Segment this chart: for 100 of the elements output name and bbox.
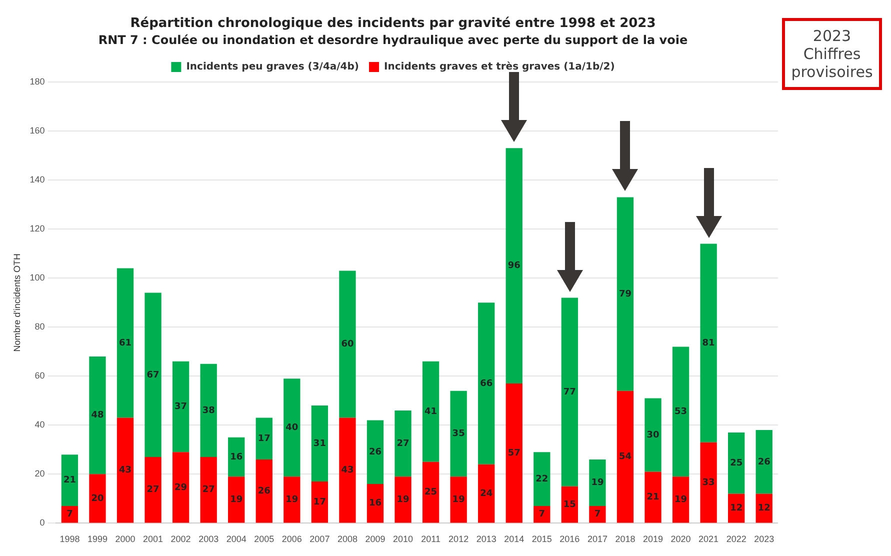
y-tick-label: 180 — [30, 76, 45, 86]
data-label: 35 — [452, 429, 465, 440]
data-label: 19 — [591, 478, 604, 488]
data-label: 19 — [230, 495, 243, 506]
data-label: 38 — [202, 406, 215, 416]
chart-subtitle: RNT 7 : Coulée ou inondation et desordre hydraulique avec perte du support de la voie — [98, 32, 688, 47]
data-label: 19 — [286, 495, 298, 506]
data-label: 57 — [508, 448, 520, 458]
y-tick-label: 80 — [34, 322, 45, 332]
bar — [394, 476, 412, 523]
data-label: 19 — [452, 495, 465, 506]
data-label: 20 — [91, 494, 104, 504]
bar — [256, 459, 272, 523]
data-label: 17 — [258, 434, 270, 444]
x-tick-label: 2022 — [726, 534, 746, 544]
bar — [144, 292, 162, 458]
x-tick-label: 2010 — [393, 534, 414, 544]
bar — [311, 406, 328, 482]
data-label: 7 — [538, 510, 546, 520]
data-label: 19 — [674, 495, 688, 506]
bar — [644, 472, 662, 523]
bar — [61, 506, 78, 523]
x-tick-label: 2018 — [615, 534, 636, 544]
data-label: 29 — [174, 482, 188, 493]
data-label: 15 — [563, 500, 576, 510]
data-label: 26 — [258, 486, 270, 496]
data-label: 22 — [536, 474, 548, 484]
data-label: 33 — [702, 478, 715, 488]
data-label: 67 — [146, 370, 160, 380]
bar — [422, 462, 440, 523]
bar — [284, 476, 300, 523]
data-label: 60 — [341, 340, 354, 350]
bar — [116, 418, 134, 523]
data-label: 26 — [368, 447, 382, 458]
legend-label: Incidents graves et très graves (1a/1b/2) — [384, 62, 615, 73]
bar — [366, 484, 384, 523]
bar — [534, 452, 550, 506]
bar — [256, 418, 272, 460]
data-label: 24 — [480, 488, 493, 499]
bar — [644, 398, 662, 472]
bar — [172, 452, 190, 523]
x-tick-label: 2019 — [642, 534, 664, 544]
x-tick-label: 1998 — [60, 534, 80, 544]
x-tick-label: 2012 — [448, 534, 469, 544]
bar — [422, 361, 440, 462]
bar — [311, 482, 328, 523]
data-label: 30 — [646, 430, 660, 440]
bar — [339, 270, 356, 418]
y-tick-label: 160 — [30, 126, 45, 136]
data-label: 40 — [286, 422, 298, 433]
x-tick-label: 2016 — [560, 534, 580, 544]
bar — [616, 197, 634, 391]
x-tick-label: 2003 — [198, 534, 219, 544]
x-tick-label: 2023 — [754, 534, 774, 544]
bar — [756, 430, 772, 494]
data-label: 21 — [63, 476, 76, 486]
bar — [728, 432, 745, 494]
x-tick-label: 2011 — [421, 534, 440, 544]
bar — [561, 486, 578, 523]
bar — [589, 459, 606, 506]
data-label: 19 — [396, 495, 410, 506]
data-label: 27 — [146, 485, 160, 496]
data-label: 21 — [646, 492, 660, 503]
bar — [700, 442, 717, 523]
data-label: 7 — [594, 510, 601, 520]
bar — [89, 474, 106, 523]
bar — [228, 437, 245, 477]
text: 2023 Chiffres provisoires — [782, 18, 882, 90]
data-label: 26 — [758, 457, 770, 468]
bar — [478, 464, 495, 523]
bar — [700, 244, 717, 442]
bar — [506, 148, 522, 384]
x-tick-label: 2002 — [170, 534, 191, 544]
bar — [561, 298, 578, 486]
data-label: 27 — [396, 438, 410, 449]
bar — [534, 506, 550, 523]
y-tick-label: 120 — [30, 224, 45, 234]
data-label: 25 — [730, 458, 743, 468]
x-tick-label: 2008 — [337, 534, 358, 544]
x-tick-label: 2000 — [115, 534, 136, 544]
data-label: 81 — [702, 338, 715, 348]
x-tick-label: 2007 — [310, 534, 330, 544]
y-tick-label: 100 — [30, 272, 45, 283]
data-label: 12 — [758, 504, 770, 514]
bar — [200, 364, 217, 458]
bar — [394, 410, 412, 477]
bar — [366, 420, 384, 484]
bar — [450, 390, 467, 477]
bar — [116, 268, 134, 418]
bar — [284, 378, 300, 477]
data-label: 79 — [618, 289, 632, 300]
data-label: 17 — [313, 497, 326, 508]
x-tick-label: 2020 — [670, 534, 691, 544]
bar — [478, 302, 495, 464]
bar — [144, 457, 162, 523]
y-tick-label: 0 — [40, 518, 45, 528]
data-label: 25 — [424, 488, 438, 498]
data-label: 53 — [674, 407, 688, 418]
x-tick-label: 2014 — [504, 534, 524, 544]
data-label: 16 — [230, 452, 243, 462]
